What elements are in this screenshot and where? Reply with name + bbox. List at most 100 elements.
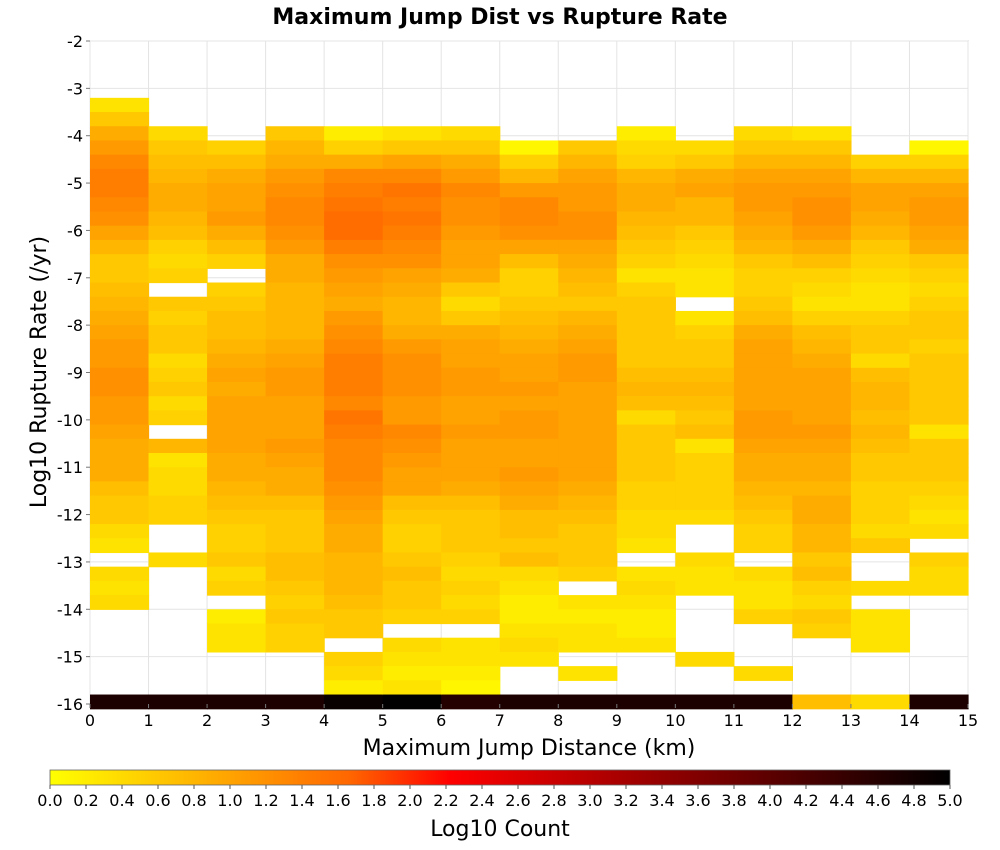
y-tick-label: -14: [57, 600, 83, 619]
heatmap-cell: [441, 353, 501, 369]
heatmap-cell: [675, 453, 735, 468]
heatmap-cell: [441, 453, 501, 468]
heatmap-cell: [792, 296, 852, 312]
heatmap-cell: [499, 651, 559, 667]
heatmap-cell: [207, 225, 267, 241]
heatmap-cell: [148, 481, 208, 497]
heatmap-cell: [616, 694, 676, 710]
heatmap-cell: [909, 296, 969, 312]
heatmap-cell: [441, 495, 501, 511]
heatmap-cell: [558, 282, 618, 298]
colorbar: [49, 769, 951, 786]
heatmap-cell: [324, 381, 384, 397]
heatmap-cell: [382, 140, 442, 156]
heatmap-cell: [499, 495, 559, 511]
heatmap-cell: [148, 453, 208, 468]
heatmap-cell: [616, 396, 676, 411]
heatmap-cell: [207, 296, 267, 312]
heatmap-cell: [850, 310, 911, 326]
heatmap-cell: [265, 339, 325, 355]
heatmap-cell: [382, 595, 442, 610]
heatmap-cell: [499, 367, 559, 383]
colorbar-tick-label: 4.4: [829, 791, 854, 810]
heatmap-cell: [792, 367, 852, 383]
heatmap-cell: [90, 339, 150, 355]
heatmap-cell: [324, 623, 384, 639]
heatmap-cell: [499, 183, 559, 198]
heatmap-cell: [850, 481, 911, 497]
heatmap-cell: [265, 595, 325, 610]
heatmap-cell: [850, 168, 911, 184]
heatmap-cell: [558, 438, 618, 454]
heatmap-cell: [558, 197, 618, 213]
heatmap-cell: [675, 254, 735, 269]
heatmap-cell: [733, 183, 793, 198]
x-tick-label: 15: [958, 711, 978, 730]
heatmap-cell: [207, 197, 267, 213]
heatmap-cell: [558, 183, 618, 198]
heatmap-cell: [558, 211, 618, 227]
heatmap-cell: [207, 552, 267, 568]
y-tick-label: -16: [57, 695, 83, 714]
heatmap-cell: [792, 339, 852, 355]
heatmap-cells: [90, 97, 969, 710]
heatmap-cell: [382, 325, 442, 340]
heatmap-cell: [616, 211, 676, 227]
heatmap-cell: [499, 637, 559, 653]
heatmap-cell: [148, 367, 208, 383]
colorbar-tick-label: 2.4: [469, 791, 494, 810]
heatmap-cell: [499, 467, 559, 483]
heatmap-cell: [90, 538, 150, 554]
x-tick-labels: 0 1 2 3 4 5 6 7 8 9 10 11 12 13 14 15: [85, 704, 978, 730]
heatmap-cell: [850, 438, 911, 454]
heatmap-cell: [207, 353, 267, 369]
heatmap-cell: [90, 566, 150, 582]
heatmap-cell: [733, 339, 793, 355]
heatmap-cell: [675, 225, 735, 241]
heatmap-cell: [909, 694, 969, 710]
heatmap-cell: [382, 481, 442, 497]
heatmap-cell: [909, 467, 969, 483]
heatmap-cell: [324, 453, 384, 468]
heatmap-cell: [441, 694, 501, 710]
heatmap-cell: [792, 694, 852, 710]
heatmap-cell: [441, 538, 501, 554]
heatmap-cell: [616, 239, 676, 255]
heatmap-cell: [792, 424, 852, 440]
heatmap-cell: [792, 595, 852, 610]
heatmap-cell: [441, 680, 501, 696]
heatmap-cell: [792, 566, 852, 582]
heatmap-cell: [616, 140, 676, 156]
heatmap-cell: [909, 282, 969, 298]
colorbar-tick-label: 3.8: [721, 791, 746, 810]
heatmap-cell: [792, 453, 852, 468]
y-tick-label: -10: [57, 411, 83, 430]
y-tick-label: -2: [67, 32, 83, 51]
heatmap-cell: [675, 694, 735, 710]
heatmap-cell: [616, 410, 676, 426]
heatmap-cell: [90, 353, 150, 369]
heatmap-cell: [90, 580, 150, 596]
heatmap-cell: [265, 453, 325, 468]
heatmap-cell: [382, 339, 442, 355]
y-tick-label: -9: [67, 364, 83, 383]
heatmap-cell: [207, 467, 267, 483]
heatmap-cell: [850, 410, 911, 426]
heatmap-cell: [499, 381, 559, 397]
colorbar-tick-label: 4.8: [901, 791, 926, 810]
heatmap-cell: [148, 509, 208, 525]
heatmap-cell: [909, 197, 969, 213]
heatmap-cell: [90, 467, 150, 483]
x-axis-label: Maximum Jump Distance (km): [363, 736, 696, 761]
heatmap-cell: [324, 438, 384, 454]
heatmap-cell: [499, 481, 559, 497]
heatmap-cell: [792, 623, 852, 639]
heatmap-cell: [441, 580, 501, 596]
heatmap-cell: [675, 424, 735, 440]
heatmap-cell: [207, 481, 267, 497]
heatmap-cell: [675, 651, 735, 667]
heatmap-cell: [733, 381, 793, 397]
heatmap-cell: [382, 538, 442, 554]
heatmap-cell: [792, 239, 852, 255]
heatmap-cell: [616, 225, 676, 241]
